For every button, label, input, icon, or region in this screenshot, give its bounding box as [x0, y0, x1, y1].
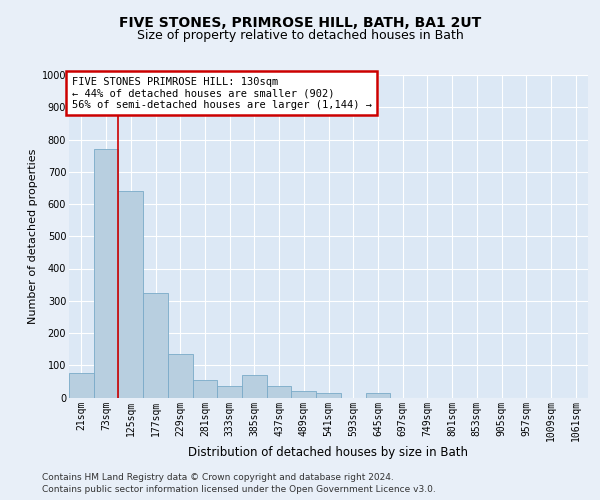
Bar	[292, 391, 316, 398]
Bar	[118, 191, 143, 398]
Bar	[69, 374, 94, 398]
Bar	[94, 149, 118, 398]
Bar	[365, 392, 390, 398]
Text: Contains HM Land Registry data © Crown copyright and database right 2024.: Contains HM Land Registry data © Crown c…	[42, 472, 394, 482]
Text: FIVE STONES PRIMROSE HILL: 130sqm
← 44% of detached houses are smaller (902)
56%: FIVE STONES PRIMROSE HILL: 130sqm ← 44% …	[71, 76, 371, 110]
Bar	[143, 292, 168, 398]
Text: Contains public sector information licensed under the Open Government Licence v3: Contains public sector information licen…	[42, 485, 436, 494]
Text: FIVE STONES, PRIMROSE HILL, BATH, BA1 2UT: FIVE STONES, PRIMROSE HILL, BATH, BA1 2U…	[119, 16, 481, 30]
Bar	[316, 392, 341, 398]
Bar	[267, 386, 292, 398]
Bar	[168, 354, 193, 398]
Text: Size of property relative to detached houses in Bath: Size of property relative to detached ho…	[137, 29, 463, 42]
Bar	[242, 375, 267, 398]
X-axis label: Distribution of detached houses by size in Bath: Distribution of detached houses by size …	[188, 446, 469, 458]
Bar	[193, 380, 217, 398]
Y-axis label: Number of detached properties: Number of detached properties	[28, 148, 38, 324]
Bar	[217, 386, 242, 398]
